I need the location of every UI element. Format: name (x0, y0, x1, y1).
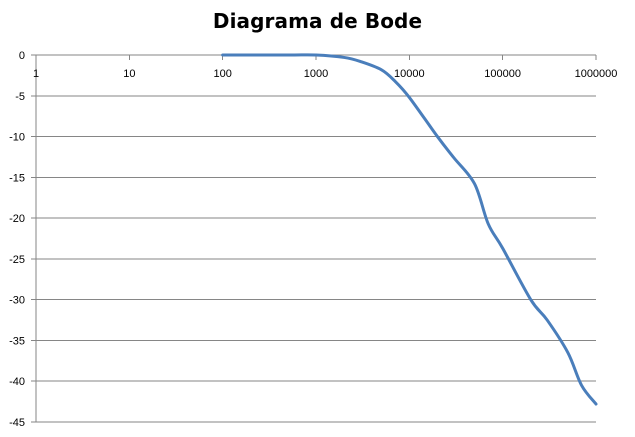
y-tick-label: -30 (9, 295, 25, 307)
x-tick-label: 100 (213, 68, 231, 80)
y-tick-labels: 0 -5 -10 -15 -20 -25 -30 -35 -40 -45 (9, 50, 25, 429)
y-tick-label: -25 (9, 254, 25, 266)
data-point (581, 385, 582, 386)
x-tick-label: 1000 (304, 68, 328, 80)
data-point (394, 81, 395, 82)
y-tick-label: 0 (19, 50, 25, 62)
x-tick-label: 10000 (394, 68, 425, 80)
data-point (567, 352, 568, 353)
data-point (316, 55, 317, 56)
data-point (530, 299, 531, 300)
data-point (287, 55, 288, 56)
y-tick-label: -15 (9, 172, 25, 184)
y-tick-label: -5 (15, 91, 25, 103)
data-point (547, 320, 548, 321)
series (221, 53, 598, 406)
y-tick-label: -10 (9, 132, 25, 144)
data-point (381, 69, 382, 70)
x-tick-labels: 1 10 100 1000 10000 100000 1000000 (33, 68, 617, 80)
x-tick-label: 1 (33, 68, 39, 80)
y-tick-label: -45 (9, 417, 25, 429)
y-tick-label: -40 (9, 376, 25, 388)
x-tick-label: 10 (123, 68, 135, 80)
x-tick-label: 1000000 (575, 68, 618, 80)
data-point (409, 97, 410, 98)
data-point (360, 61, 361, 62)
data-point (488, 223, 489, 224)
data-point (222, 55, 223, 56)
chart-title: Diagrama de Bode (212, 9, 423, 33)
data-point (502, 248, 503, 249)
x-tick-label: 100000 (484, 68, 521, 80)
y-tick-label: -20 (9, 213, 25, 225)
data-point (596, 404, 597, 405)
gridlines (36, 95, 596, 423)
data-point (453, 157, 454, 158)
data-point (437, 136, 438, 137)
axes (31, 54, 597, 423)
series-line (221, 53, 598, 406)
data-point (474, 183, 475, 184)
data-point (344, 57, 345, 58)
y-tick-label: -35 (9, 335, 25, 347)
